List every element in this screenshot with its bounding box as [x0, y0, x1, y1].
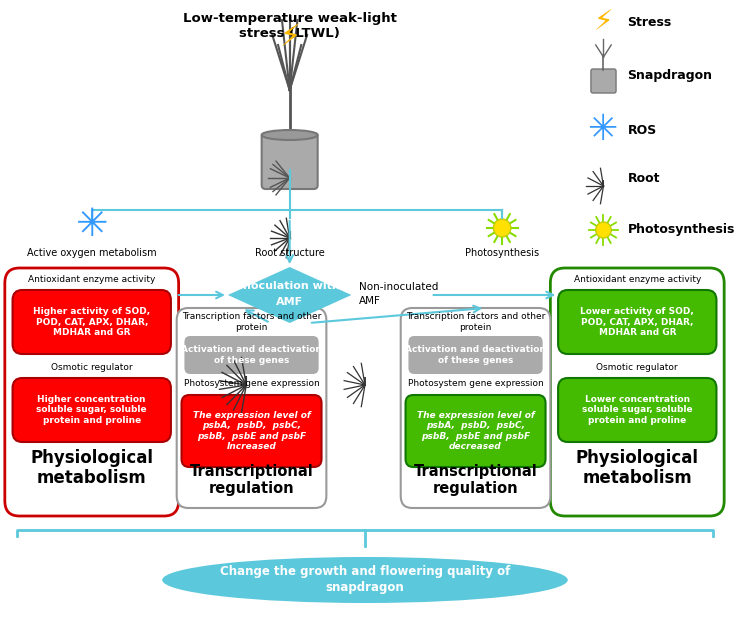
Text: Antioxidant enzyme activity: Antioxidant enzyme activity	[574, 275, 701, 285]
Text: Physiological
metabolism: Physiological metabolism	[30, 449, 153, 487]
Text: Inoculation with: Inoculation with	[239, 281, 340, 291]
Text: Transcriptional
regulation: Transcriptional regulation	[414, 464, 538, 496]
Text: Snapdragon: Snapdragon	[627, 69, 713, 82]
Text: Antioxidant enzyme activity: Antioxidant enzyme activity	[28, 275, 156, 285]
Text: The expression level of
psbA,  psbD,  psbC,
psbB,  psbE and psbF
decreased: The expression level of psbA, psbD, psbC…	[417, 411, 535, 451]
Ellipse shape	[262, 130, 318, 140]
Text: Photosynthesis: Photosynthesis	[627, 224, 735, 237]
FancyBboxPatch shape	[591, 69, 616, 93]
Text: Activation and deactivation
of these genes: Activation and deactivation of these gen…	[405, 345, 546, 364]
Text: Low-temperature weak-light
stress (LTWL): Low-temperature weak-light stress (LTWL)	[183, 12, 396, 40]
Text: snapdragon: snapdragon	[325, 581, 405, 594]
FancyBboxPatch shape	[558, 290, 716, 354]
Text: Higher activity of SOD,
POD, CAT, APX, DHAR,
MDHAR and GR: Higher activity of SOD, POD, CAT, APX, D…	[33, 307, 150, 337]
Text: Photosystem gene expression: Photosystem gene expression	[183, 379, 319, 389]
FancyBboxPatch shape	[184, 336, 319, 374]
Ellipse shape	[596, 222, 612, 238]
FancyBboxPatch shape	[13, 290, 171, 354]
Text: Lower concentration
soluble sugar, soluble
protein and proline: Lower concentration soluble sugar, solub…	[582, 395, 692, 425]
Text: Higher concentration
soluble sugar, soluble
protein and proline: Higher concentration soluble sugar, solu…	[36, 395, 147, 425]
Text: Root structure: Root structure	[254, 248, 325, 258]
Text: ⚡: ⚡	[593, 8, 613, 36]
FancyBboxPatch shape	[177, 308, 326, 508]
Text: Non-inoculated: Non-inoculated	[359, 282, 439, 292]
Polygon shape	[228, 267, 352, 323]
FancyBboxPatch shape	[401, 308, 550, 508]
Text: Photosynthesis: Photosynthesis	[465, 248, 539, 258]
Text: Transcription factors and other
protein: Transcription factors and other protein	[406, 312, 545, 331]
Text: Transcriptional
regulation: Transcriptional regulation	[190, 464, 313, 496]
Text: The expression level of
psbA,  psbD,  psbC,
psbB,  psbE and psbF
Increased: The expression level of psbA, psbD, psbC…	[193, 411, 310, 451]
Text: Change the growth and flowering quality of: Change the growth and flowering quality …	[220, 566, 510, 579]
FancyBboxPatch shape	[408, 336, 543, 374]
Text: Physiological
metabolism: Physiological metabolism	[576, 449, 699, 487]
FancyBboxPatch shape	[558, 378, 716, 442]
Text: ⚡: ⚡	[279, 24, 300, 52]
Text: Photosystem gene expression: Photosystem gene expression	[408, 379, 544, 389]
Text: Stress: Stress	[627, 16, 672, 29]
FancyBboxPatch shape	[262, 133, 318, 189]
Text: Osmotic regulator: Osmotic regulator	[51, 363, 133, 373]
Text: Activation and deactivation
of these genes: Activation and deactivation of these gen…	[181, 345, 322, 364]
Ellipse shape	[162, 557, 568, 603]
Text: Transcription factors and other
protein: Transcription factors and other protein	[182, 312, 321, 331]
Text: ROS: ROS	[627, 123, 657, 136]
FancyBboxPatch shape	[550, 268, 724, 516]
Text: Osmotic regulator: Osmotic regulator	[596, 363, 678, 373]
Text: ✳: ✳	[588, 113, 618, 147]
Text: Root: Root	[627, 171, 660, 184]
Text: Lower activity of SOD,
POD, CAT, APX, DHAR,
MDHAR and GR: Lower activity of SOD, POD, CAT, APX, DH…	[581, 307, 694, 337]
FancyBboxPatch shape	[13, 378, 171, 442]
FancyBboxPatch shape	[405, 395, 546, 467]
Text: ✳: ✳	[76, 206, 108, 244]
Text: Active oxygen metabolism: Active oxygen metabolism	[27, 248, 156, 258]
Text: AMF: AMF	[359, 296, 381, 306]
FancyBboxPatch shape	[5, 268, 179, 516]
Text: AMF: AMF	[276, 297, 304, 307]
Ellipse shape	[494, 219, 511, 237]
FancyBboxPatch shape	[181, 395, 322, 467]
